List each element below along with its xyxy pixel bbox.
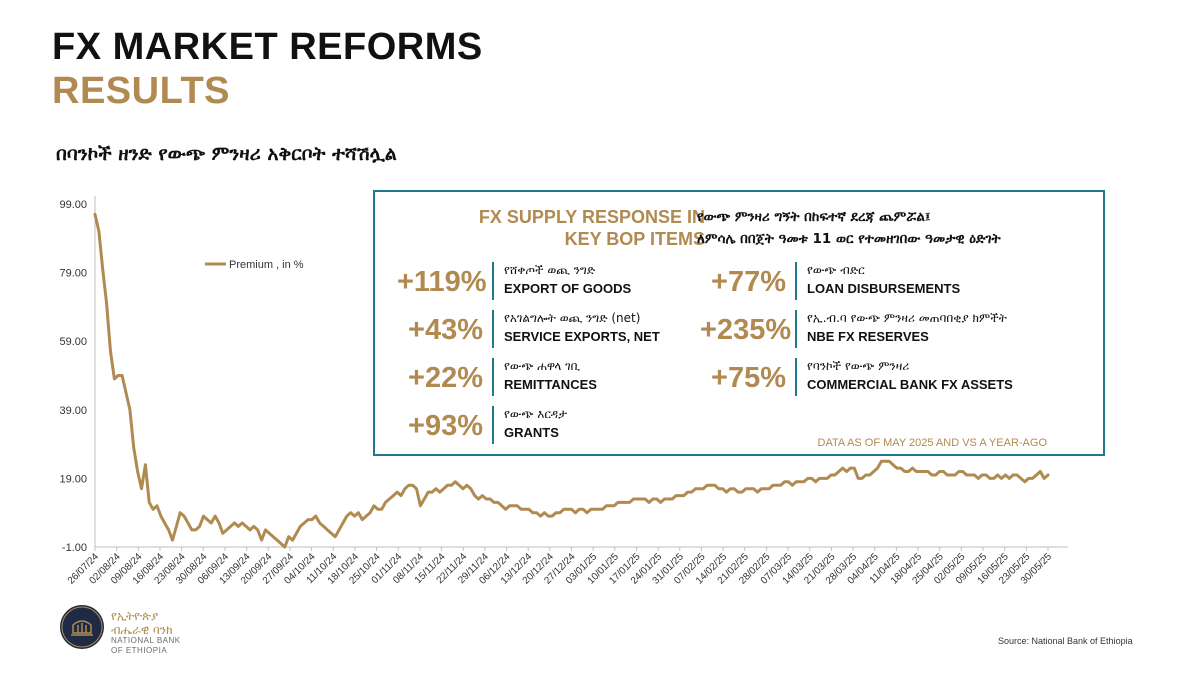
metric-english-label: REMITTANCES <box>504 377 597 392</box>
metric-value: +77% <box>711 266 786 298</box>
bank-name-amharic-line2: ብሔራዊ ባንክ <box>111 623 173 637</box>
metric-divider <box>795 262 797 300</box>
info-box-heading-line1: FX SUPPLY RESPONSE IN <box>478 207 705 227</box>
metric-divider <box>492 310 494 348</box>
metric-export-of-goods: +119% የሸቀጦች ወጪ ንግድ EXPORT OF GOODS <box>397 260 727 304</box>
bank-name-amharic-line1: የኢትዮጵያ <box>111 609 159 623</box>
data-note: DATA AS OF MAY 2025 AND VS A YEAR-AGO <box>817 437 1047 449</box>
y-tick-label: 19.00 <box>59 473 87 485</box>
metric-english-label: COMMERCIAL BANK FX ASSETS <box>807 377 1013 392</box>
chart-subtitle: በባንኮች ዘንድ የውጭ ምንዛሪ አቅርቦት ተሻሽሏል <box>56 143 397 165</box>
page-title: FX MARKET REFORMS <box>52 26 483 68</box>
metric-grants: +93% የውጭ እርዳታ GRANTS <box>397 404 727 448</box>
metric-amharic-label: የውጭ ብድር <box>807 263 865 277</box>
metric-value: +235% <box>700 314 792 346</box>
source-note: Source: National Bank of Ethiopia <box>998 636 1133 646</box>
metric-nbe-fx-reserves: +235% የኢ.ብ.ባ የውጭ ምንዛሪ መጠባበቂያ ክምችት NBE FX… <box>700 308 1030 352</box>
nbe-logo-icon <box>60 605 104 649</box>
info-box-amharic-heading: የውጭ ምንዛሪ ግኝት በከፍተኛ ደረጃ ጨምሯል፤ ለምሳሌ በበጀት ዓ… <box>697 206 1097 250</box>
metric-amharic-label: የውጭ እርዳታ <box>504 407 568 421</box>
info-box-heading: FX SUPPLY RESPONSE IN KEY BOP ITEMS <box>435 206 705 250</box>
metric-amharic-label: የውጭ ሐዋላ ገቢ <box>504 359 581 373</box>
info-box-heading-line2: KEY BOP ITEMS <box>564 229 705 249</box>
bank-name-english-line1: NATIONAL BANK <box>111 636 181 645</box>
metric-loan-disbursements: +77% የውጭ ብድር LOAN DISBURSEMENTS <box>700 260 1030 304</box>
metric-amharic-label: የኢ.ብ.ባ የውጭ ምንዛሪ መጠባበቂያ ክምችት <box>807 311 1007 325</box>
bank-name-english: NATIONAL BANK OF ETHIOPIA <box>111 636 181 656</box>
bank-name-amharic: የኢትዮጵያ ብሔራዊ ባንክ <box>111 609 173 637</box>
page-title-results: RESULTS <box>52 70 231 112</box>
metric-service-exports: +43% የአገልግሎት ወጪ ንግድ (net) SERVICE EXPORT… <box>397 308 727 352</box>
y-tick-label: 79.00 <box>59 268 87 280</box>
y-tick-label: 59.00 <box>59 336 87 348</box>
premium-series-line <box>93 212 1050 549</box>
metric-english-label: NBE FX RESERVES <box>807 329 929 344</box>
info-box-amharic-line2: ለምሳሌ በበጀት ዓመቱ 11 ወር የተመዘገበው ዓመታዊ ዕድገት <box>697 231 1001 247</box>
bank-name-english-line2: OF ETHIOPIA <box>111 646 168 655</box>
metric-divider <box>492 358 494 396</box>
info-box-amharic-line1: የውጭ ምንዛሪ ግኝት በከፍተኛ ደረጃ ጨምሯል፤ <box>697 209 931 225</box>
metric-value: +43% <box>408 314 483 346</box>
metric-divider <box>492 406 494 444</box>
metric-value: +119% <box>397 266 487 298</box>
metric-value: +22% <box>408 362 483 394</box>
metric-value: +75% <box>711 362 786 394</box>
metric-english-label: EXPORT OF GOODS <box>504 281 632 296</box>
metric-commercial-bank-fx-assets: +75% የባንኮች የውጭ ምንዛሪ COMMERCIAL BANK FX A… <box>700 356 1030 400</box>
y-tick-label: 39.00 <box>59 405 87 417</box>
metric-value: +93% <box>408 410 483 442</box>
metric-english-label: SERVICE EXPORTS, NET <box>504 329 660 344</box>
metric-amharic-label: የባንኮች የውጭ ምንዛሪ <box>807 359 910 373</box>
y-tick-label: 99.00 <box>59 199 87 211</box>
metric-remittances: +22% የውጭ ሐዋላ ገቢ REMITTANCES <box>397 356 727 400</box>
premium-line-chart: 99.0079.0059.0039.0019.00-1.0026/07/2402… <box>59 196 1068 587</box>
y-tick-label: -1.00 <box>62 542 87 554</box>
metric-amharic-label: የሸቀጦች ወጪ ንግድ <box>504 263 596 277</box>
metric-english-label: GRANTS <box>504 425 559 440</box>
metric-english-label: LOAN DISBURSEMENTS <box>807 281 961 296</box>
metric-divider <box>795 358 797 396</box>
metric-divider <box>492 262 494 300</box>
legend-label: Premium , in % <box>229 259 304 271</box>
fx-supply-info-box: FX SUPPLY RESPONSE IN KEY BOP ITEMS የውጭ … <box>373 190 1105 456</box>
metric-amharic-label: የአገልግሎት ወጪ ንግድ (net) <box>504 311 641 325</box>
metric-divider <box>795 310 797 348</box>
